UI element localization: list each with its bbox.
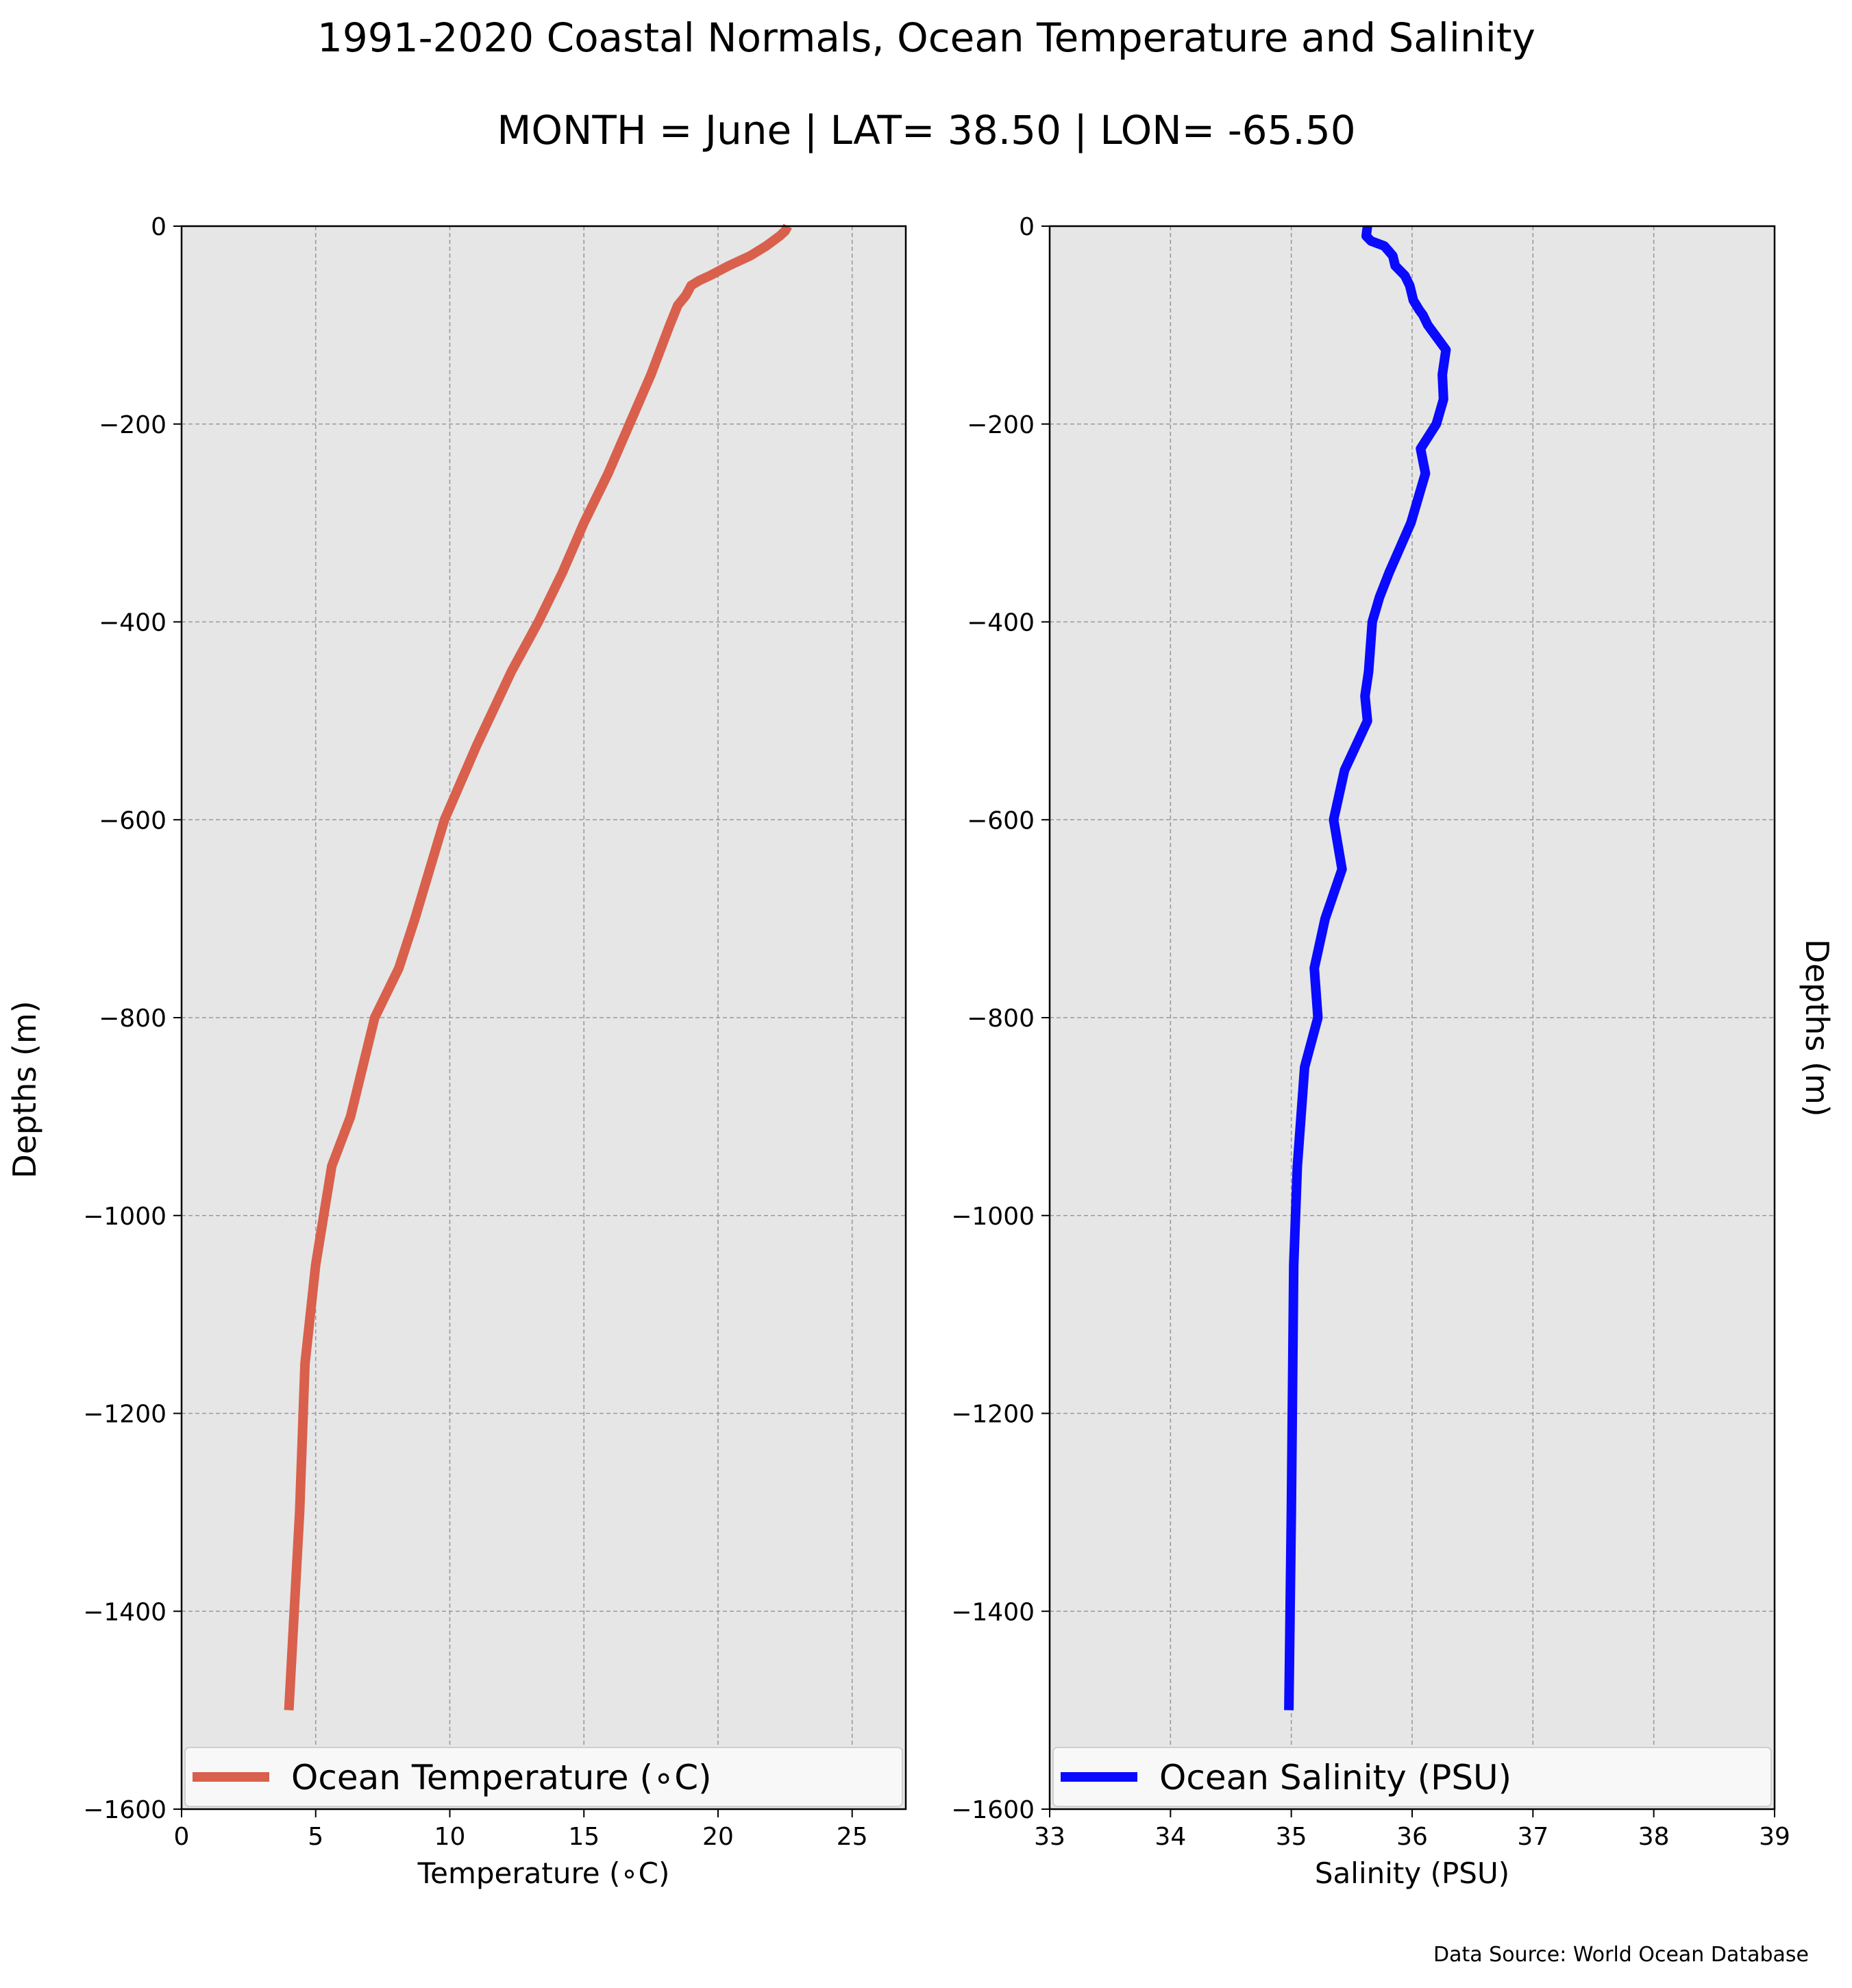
salinity-series-line bbox=[1284, 225, 1451, 1710]
salinity-x-tick-label: 33 bbox=[1034, 1823, 1065, 1851]
temperature-y-tick-label: −800 bbox=[99, 1005, 166, 1033]
temperature-panel: 0 5 10 15 20 25 0 −200 −400 −600 −800 −1000 −1200 −14… bbox=[83, 213, 907, 1890]
temperature-x-axis-label: Temperature (∘C) bbox=[417, 1856, 670, 1890]
temperature-legend-label: Ocean Temperature (∘C) bbox=[291, 1758, 712, 1797]
data-source-note: Data Source: World Ocean Database bbox=[1433, 1943, 1809, 1967]
salinity-panel: 33 34 35 36 37 38 39 0 −200 −400 −600 −800 −1000 −120… bbox=[951, 213, 1790, 1890]
temperature-y-tick-label: −1600 bbox=[83, 1796, 166, 1824]
salinity-legend-label: Ocean Salinity (PSU) bbox=[1159, 1758, 1511, 1797]
salinity-y-tick-label: −1600 bbox=[951, 1796, 1035, 1824]
salinity-y-tick-label: −400 bbox=[967, 609, 1035, 637]
temperature-x-tick-label: 25 bbox=[837, 1823, 868, 1851]
salinity-x-axis-label: Salinity (PSU) bbox=[1315, 1856, 1509, 1890]
left-y-axis-label: Depths (m) bbox=[6, 1001, 43, 1178]
salinity-x-tick-label: 35 bbox=[1276, 1823, 1307, 1851]
temperature-y-tick-label: −1200 bbox=[83, 1401, 166, 1429]
chart-title: 1991-2020 Coastal Normals, Ocean Tempera… bbox=[317, 14, 1535, 61]
temperature-legend: Ocean Temperature (∘C) bbox=[184, 1747, 903, 1807]
temperature-y-tick-label: −1000 bbox=[83, 1203, 166, 1231]
temperature-series-line bbox=[284, 223, 792, 1710]
right-y-axis-label: Depths (m) bbox=[1799, 939, 1836, 1116]
salinity-x-tick-label: 39 bbox=[1759, 1823, 1790, 1851]
salinity-y-tick-label: −200 bbox=[967, 411, 1035, 439]
temperature-x-tick-label: 5 bbox=[308, 1823, 323, 1851]
temperature-legend-box bbox=[184, 1747, 903, 1807]
salinity-y-tick-label: −1200 bbox=[951, 1401, 1035, 1429]
temperature-y-tick-label: −200 bbox=[99, 411, 166, 439]
salinity-x-tick-label: 36 bbox=[1396, 1823, 1428, 1851]
salinity-x-tick-label: 37 bbox=[1517, 1823, 1548, 1851]
temperature-y-tick-label: 0 bbox=[151, 213, 166, 241]
temperature-y-tick-label: −400 bbox=[99, 609, 166, 637]
temperature-x-tick-label: 0 bbox=[174, 1823, 190, 1851]
salinity-y-tick-label: 0 bbox=[1019, 213, 1035, 241]
salinity-legend-box bbox=[1052, 1747, 1772, 1807]
salinity-legend: Ocean Salinity (PSU) bbox=[1052, 1747, 1772, 1807]
salinity-x-tick-label: 34 bbox=[1155, 1823, 1186, 1851]
salinity-y-tick-label: −1400 bbox=[951, 1598, 1035, 1626]
salinity-x-tick-label: 38 bbox=[1638, 1823, 1670, 1851]
temperature-plot-area bbox=[182, 226, 906, 1809]
temperature-y-tick-label: −600 bbox=[99, 807, 166, 835]
temperature-x-tick-label: 10 bbox=[434, 1823, 466, 1851]
temperature-x-tick-label: 15 bbox=[568, 1823, 600, 1851]
chart-subtitle: MONTH = June | LAT= 38.50 | LON= -65.50 bbox=[497, 107, 1355, 154]
temperature-y-tick-label: −1400 bbox=[83, 1598, 166, 1626]
temperature-x-tick-label: 20 bbox=[702, 1823, 734, 1851]
salinity-y-tick-label: −800 bbox=[967, 1005, 1035, 1033]
salinity-y-tick-label: −600 bbox=[967, 807, 1035, 835]
salinity-y-tick-label: −1000 bbox=[951, 1203, 1035, 1231]
